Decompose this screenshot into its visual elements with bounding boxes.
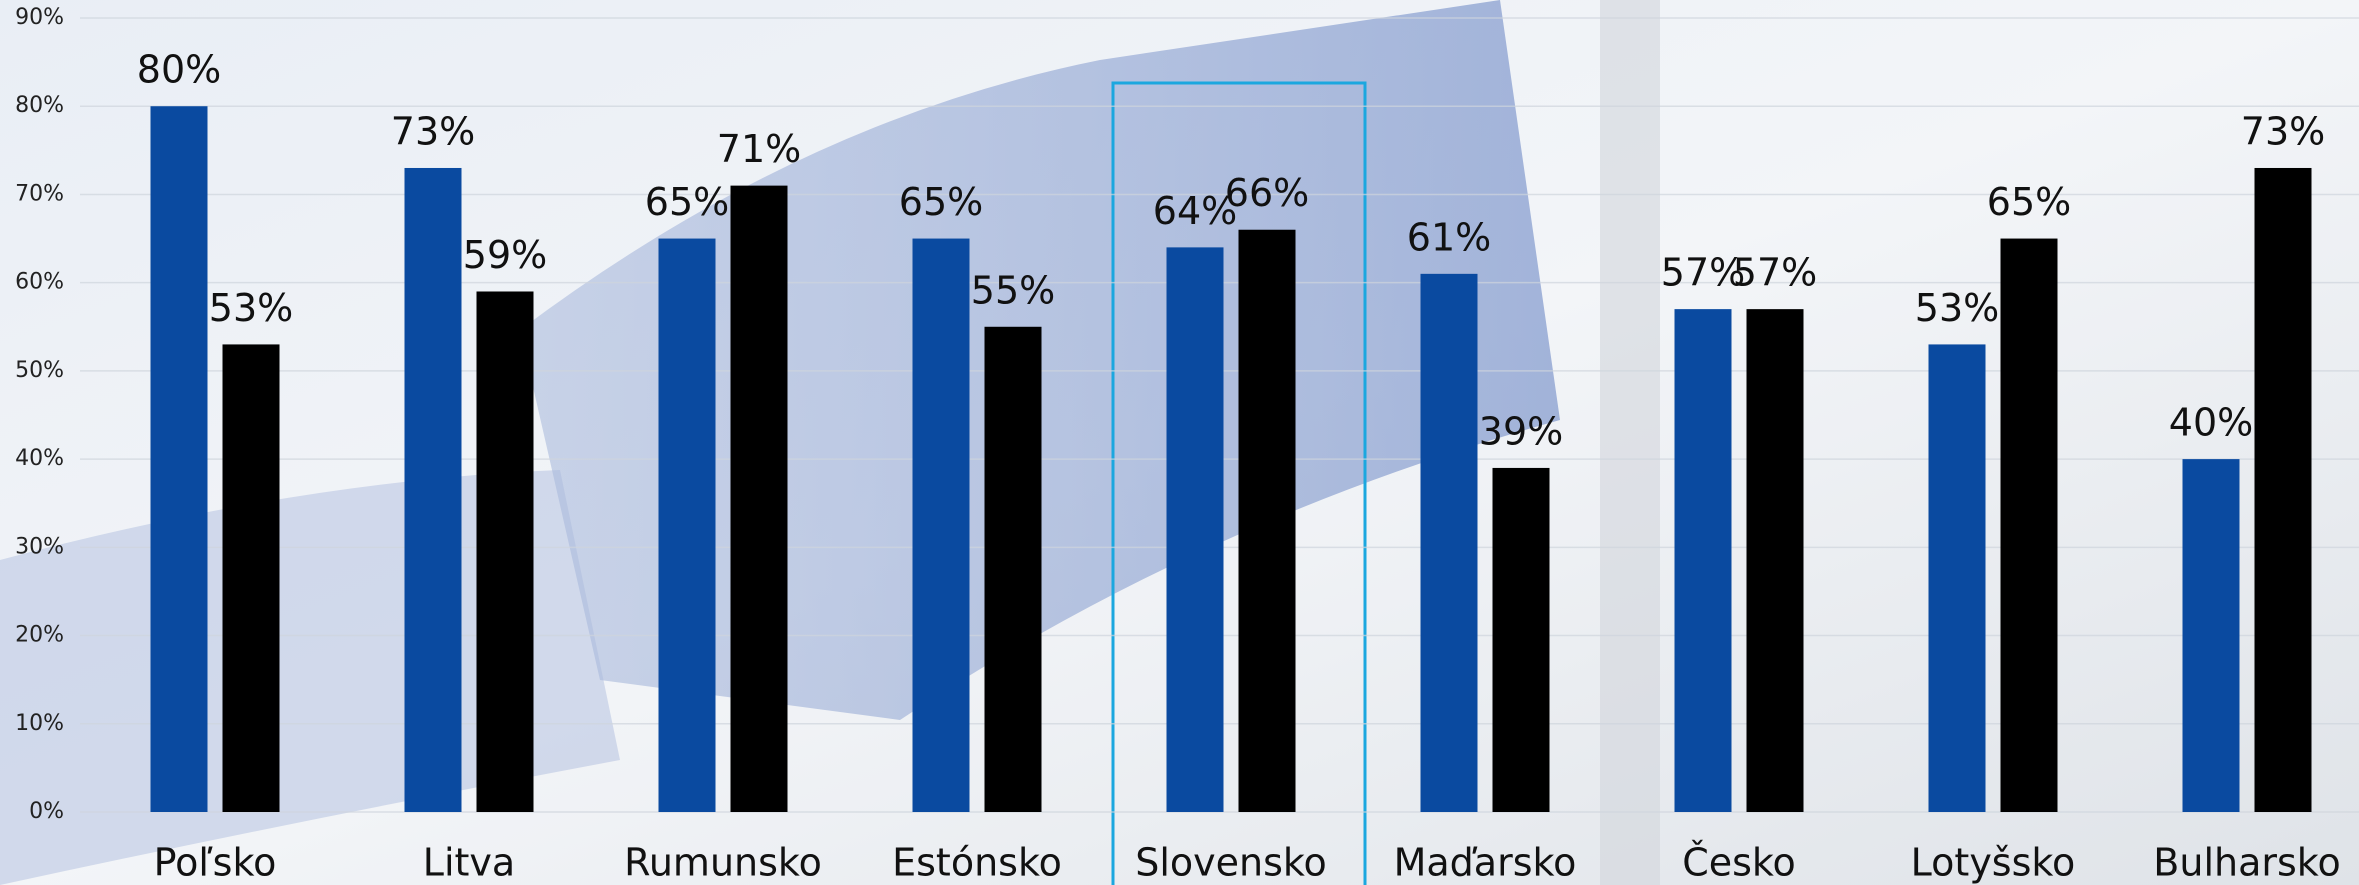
value-label: 59% xyxy=(463,233,547,277)
bar xyxy=(1166,247,1224,812)
value-label: 40% xyxy=(2169,401,2253,445)
y-tick-label: 30% xyxy=(15,534,64,559)
bar xyxy=(984,326,1042,812)
highlight-box xyxy=(1111,81,1367,885)
y-tick-label: 10% xyxy=(15,711,64,736)
y-tick-label: 20% xyxy=(15,623,64,648)
value-label: 71% xyxy=(717,127,801,171)
value-label: 53% xyxy=(1915,286,1999,330)
value-label: 73% xyxy=(391,109,475,153)
value-label: 53% xyxy=(209,286,293,330)
value-label: 73% xyxy=(2241,109,2325,153)
x-tick-label: Litva xyxy=(423,841,515,885)
x-tick-label: Lotyšsko xyxy=(1911,841,2076,885)
value-label: 66% xyxy=(1225,171,1309,215)
bar xyxy=(658,238,716,813)
bar xyxy=(2182,459,2240,812)
bar xyxy=(1420,273,1478,812)
value-label: 80% xyxy=(137,48,221,92)
bar xyxy=(2000,238,2058,813)
y-tick-label: 90% xyxy=(15,5,64,30)
bar xyxy=(730,185,788,813)
x-tick-label: Estónsko xyxy=(892,841,1062,885)
x-tick-label: Bulharsko xyxy=(2153,841,2340,885)
value-label: 65% xyxy=(645,180,729,224)
value-label: 39% xyxy=(1479,409,1563,453)
y-tick-label: 70% xyxy=(15,181,64,206)
x-tick-label: Česko xyxy=(1682,841,1796,885)
value-label: 61% xyxy=(1407,215,1491,259)
y-tick-label: 60% xyxy=(15,270,64,295)
bar xyxy=(1238,229,1296,812)
y-tick-label: 80% xyxy=(15,93,64,118)
bar xyxy=(1746,309,1804,812)
bar xyxy=(404,167,462,812)
value-label: 57% xyxy=(1661,251,1745,295)
bar xyxy=(912,238,970,813)
value-label: 64% xyxy=(1153,189,1237,233)
y-tick-label: 50% xyxy=(15,358,64,383)
bar xyxy=(1928,344,1986,812)
x-tick-label: Slovensko xyxy=(1135,841,1327,885)
value-label: 65% xyxy=(899,180,983,224)
y-tick-label: 0% xyxy=(29,799,64,824)
x-tick-label: Poľsko xyxy=(154,841,277,885)
bar xyxy=(1492,467,1550,812)
x-tick-label: Rumunsko xyxy=(624,841,822,885)
bar xyxy=(1674,309,1732,812)
bar xyxy=(150,106,208,812)
y-tick-label: 40% xyxy=(15,446,64,471)
bar xyxy=(476,291,534,812)
bar xyxy=(222,344,280,812)
plot: 0% 10% 20% 30% 40% 50% 60% 70% 80% 90% Poľsko 80% 53… xyxy=(15,5,2359,885)
x-tick-label: Maďarsko xyxy=(1394,841,1577,885)
background-pole xyxy=(1600,0,1660,885)
value-label: 65% xyxy=(1987,180,2071,224)
value-label: 57% xyxy=(1733,251,1817,295)
value-label: 55% xyxy=(971,268,1055,312)
bar xyxy=(2254,167,2312,812)
